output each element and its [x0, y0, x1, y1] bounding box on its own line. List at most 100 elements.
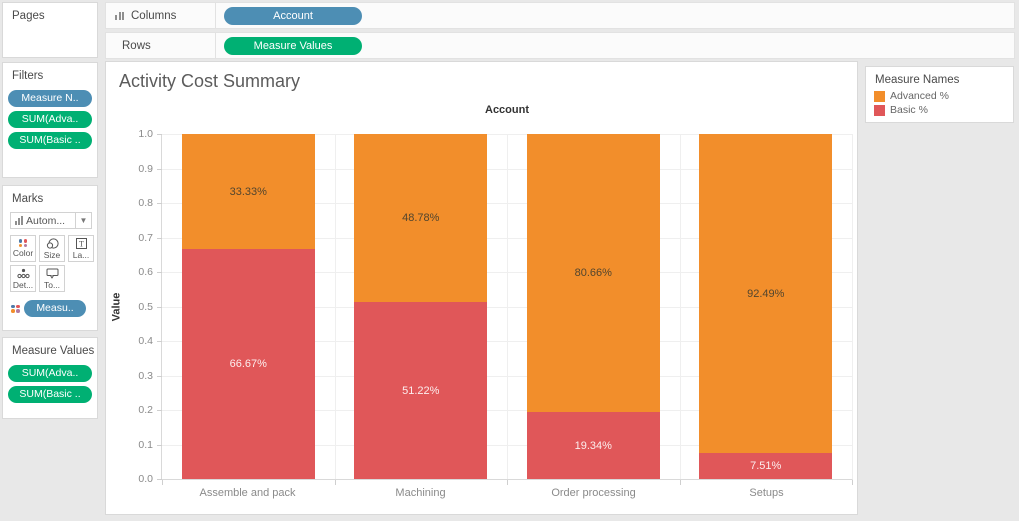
columns-pill-account[interactable]: Account	[224, 6, 362, 25]
advanced-color-swatch	[874, 90, 885, 102]
y-axis-title: Value	[110, 292, 122, 322]
y-tick-mark	[157, 410, 162, 411]
measure-values-pill-advanced[interactable]: SUM(Adva..	[8, 365, 92, 382]
measure-names-legend[interactable]: Measure Names Advanced % Basic %	[865, 66, 1014, 123]
segment-value-label: 51.22%	[402, 384, 440, 397]
text-label-icon: T	[75, 237, 87, 249]
filter-pill-sum-advanced[interactable]: SUM(Adva..	[8, 111, 92, 128]
segment-value-label: 80.66%	[574, 267, 612, 280]
chart-sheet: Activity Cost Summary Account Value 0.0 0…	[105, 61, 858, 515]
legend-item-label: Basic %	[890, 104, 928, 116]
y-tick-mark	[157, 444, 162, 446]
column-field-header: Account	[485, 104, 529, 116]
y-tick-label: 0.5	[138, 300, 153, 313]
x-tick-mark	[507, 480, 508, 485]
y-tick-mark	[157, 168, 162, 170]
tooltip-button-label: To...	[43, 279, 61, 290]
bar-column: 48.78% 51.22%	[335, 134, 508, 479]
bar-segment-advanced[interactable]: 33.33%	[181, 134, 315, 249]
segment-value-label: 33.33%	[229, 185, 267, 198]
detail-button-label: Det...	[12, 279, 34, 290]
y-tick-mark	[157, 237, 162, 239]
rows-pill-measure-values[interactable]: Measure Values	[224, 36, 362, 55]
tooltip-icon	[46, 268, 58, 278]
x-tick-mark	[679, 480, 681, 485]
plot-area[interactable]: 0.0 0.1 0.2 0.3 0.4 0.5 0.6 0.7 0.8 0.9 1.0 33.33% 6…	[138, 128, 853, 485]
bar-segment-basic[interactable]: 7.51%	[699, 453, 833, 479]
segment-value-label: 19.34%	[574, 439, 612, 452]
legend-item-advanced[interactable]: Advanced %	[866, 89, 1013, 103]
y-tick-mark	[157, 272, 162, 273]
tooltip-button[interactable]: To...	[39, 265, 65, 292]
bar-column: 80.66% 19.34%	[507, 134, 680, 479]
rows-shelf-label: Rows	[106, 33, 216, 58]
columns-icon	[115, 11, 124, 20]
x-category-label: Assemble and pack	[199, 487, 296, 499]
stacked-bar[interactable]: 33.33% 66.67%	[181, 134, 315, 479]
segment-value-label: 66.67%	[229, 358, 267, 370]
measure-values-pill-basic[interactable]: SUM(Basic ..	[8, 386, 92, 403]
y-tick-mark	[157, 375, 162, 377]
chart-title: Activity Cost Summary	[119, 71, 301, 91]
legend-title: Measure Names	[875, 74, 960, 86]
chevron-down-icon[interactable]: ▼	[75, 213, 91, 228]
mark-type-dropdown[interactable]: Autom... ▼	[10, 212, 92, 229]
stacked-bar[interactable]: 80.66% 19.34%	[526, 134, 660, 479]
color-button[interactable]: Color	[10, 235, 36, 262]
size-button[interactable]: Size	[39, 235, 65, 262]
svg-text:T: T	[79, 239, 84, 248]
x-tick-mark	[162, 480, 163, 485]
marks-card-title: Marks	[12, 193, 44, 205]
mark-type-value: Autom...	[26, 214, 66, 227]
stacked-bar[interactable]: 48.78% 51.22%	[354, 134, 488, 479]
bar-segment-basic[interactable]: 66.67%	[181, 249, 315, 479]
filter-pill-measure-names[interactable]: Measure N..	[8, 90, 92, 107]
segment-value-label: 48.78%	[402, 212, 440, 225]
column-divider	[679, 134, 681, 479]
y-tick-label: 0.8	[138, 197, 153, 209]
x-tick-mark	[852, 480, 853, 485]
bar-segment-advanced[interactable]: 80.66%	[526, 134, 660, 413]
color-encoding-icon	[11, 304, 20, 313]
x-tick-mark	[334, 480, 336, 485]
y-tick-mark	[157, 306, 162, 308]
y-tick-label: 0.4	[138, 335, 153, 347]
filter-pill-sum-basic[interactable]: SUM(Basic ..	[8, 132, 92, 149]
y-tick-label: 0.7	[138, 231, 153, 244]
y-tick-label: 0.2	[138, 404, 153, 416]
x-category-label: Order processing	[551, 487, 636, 499]
columns-shelf[interactable]: Columns Account	[105, 2, 1015, 29]
bar-column: 92.49% 7.51%	[680, 134, 853, 479]
color-button-label: Color	[12, 248, 34, 258]
y-tick-mark	[157, 134, 162, 135]
columns-shelf-label: Columns	[106, 3, 216, 28]
rows-shelf[interactable]: Rows Measure Values	[105, 32, 1015, 59]
pages-shelf-title: Pages	[12, 10, 45, 22]
filters-shelf[interactable]: Filters Measure N.. SUM(Adva.. SUM(Basic…	[2, 62, 98, 178]
measure-values-card: Measure Values SUM(Adva.. SUM(Basic ..	[2, 337, 98, 419]
y-tick-mark	[157, 203, 162, 204]
basic-color-swatch	[874, 104, 885, 116]
y-tick-label: 0.3	[138, 369, 153, 382]
segment-value-label: 92.49%	[747, 287, 785, 300]
size-button-label: Size	[43, 249, 61, 260]
bar-segment-basic[interactable]: 51.22%	[354, 302, 488, 479]
label-button[interactable]: T La...	[68, 235, 94, 262]
x-category-label: Machining	[395, 487, 446, 499]
stacked-bar[interactable]: 92.49% 7.51%	[699, 134, 833, 479]
y-tick-label: 0.0	[138, 473, 153, 485]
detail-button[interactable]: Det...	[10, 265, 36, 292]
legend-item-basic[interactable]: Basic %	[866, 103, 1013, 117]
filters-shelf-title: Filters	[12, 70, 44, 82]
bar-segment-basic[interactable]: 19.34%	[526, 412, 660, 479]
bar-segment-advanced[interactable]: 48.78%	[354, 134, 488, 303]
bar-chart-icon	[15, 216, 23, 225]
bar-segment-advanced[interactable]: 92.49%	[699, 134, 833, 454]
pages-shelf[interactable]: Pages	[2, 2, 98, 58]
x-axis-labels: Assemble and pack Machining Order processi…	[161, 487, 853, 501]
bar-column: 33.33% 66.67%	[162, 134, 335, 479]
marks-pill-measure-names[interactable]: Measu..	[24, 300, 86, 317]
size-icon	[46, 237, 59, 249]
y-tick-label: 0.6	[138, 266, 153, 278]
segment-value-label: 7.51%	[750, 460, 782, 473]
